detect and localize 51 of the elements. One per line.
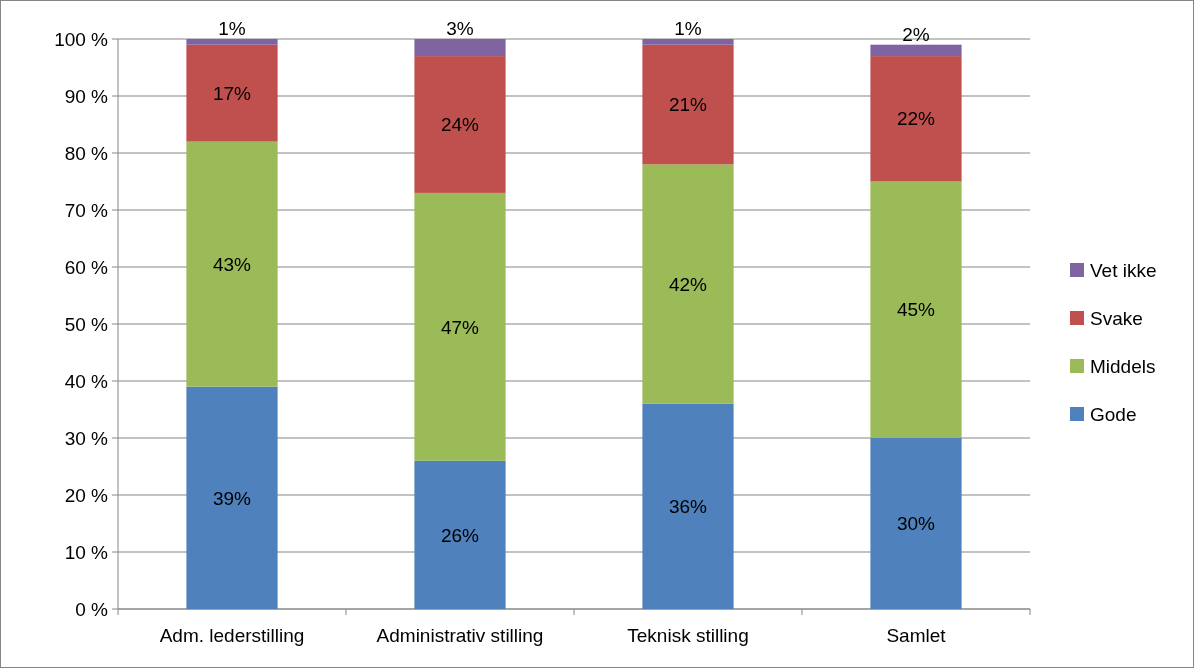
y-tick-label: 50 % <box>64 313 109 335</box>
x-tick-label: Adm. lederstilling <box>159 625 305 646</box>
data-label: 21% <box>668 94 708 116</box>
bar <box>186 386 278 609</box>
bar <box>870 56 962 182</box>
data-label: 42% <box>668 273 708 295</box>
y-tick-label: 10 % <box>64 541 109 563</box>
bar <box>642 39 734 45</box>
bar <box>870 44 962 57</box>
x-tick-label: Samlet <box>886 625 947 646</box>
bar <box>186 44 278 142</box>
legend-label: Middels <box>1090 355 1156 377</box>
bar <box>186 39 278 45</box>
data-label: 39% <box>212 487 252 509</box>
bar <box>642 403 734 609</box>
bar <box>642 164 734 404</box>
y-tick-label: 60 % <box>64 256 109 278</box>
data-label: 1% <box>674 18 702 39</box>
y-tick-label: 80 % <box>64 142 109 164</box>
bar <box>414 56 506 193</box>
legend-label: Gode <box>1090 403 1137 425</box>
bar <box>186 141 278 387</box>
bar <box>870 181 962 438</box>
y-tick-label: 30 % <box>64 427 109 449</box>
legend-label: Svake <box>1090 307 1143 329</box>
data-label: 36% <box>668 496 708 518</box>
bar <box>870 438 962 609</box>
bar <box>414 460 506 609</box>
y-tick-label: 40 % <box>64 370 109 392</box>
legend-label: Vet ikke <box>1090 259 1157 281</box>
data-label: 24% <box>440 114 480 136</box>
data-label: 30% <box>896 513 936 535</box>
data-label: 26% <box>440 524 480 546</box>
data-label: 22% <box>896 108 936 130</box>
data-label: 47% <box>440 316 480 338</box>
data-label: 43% <box>212 253 252 275</box>
y-tick-label: 90 % <box>64 85 109 107</box>
data-label: 3% <box>446 18 474 39</box>
y-tick-label: 100 % <box>54 28 109 50</box>
bar <box>414 192 506 461</box>
data-label: 45% <box>896 299 936 321</box>
y-tick-label: 0 % <box>75 598 109 620</box>
bar <box>642 44 734 165</box>
x-tick-label: Administrativ stilling <box>376 625 544 646</box>
data-label: 2% <box>902 23 930 45</box>
data-label: 17% <box>212 82 252 104</box>
data-label: 1% <box>218 18 246 39</box>
y-tick-label: 70 % <box>64 199 109 221</box>
y-tick-label: 20 % <box>64 484 109 506</box>
x-tick-label: Teknisk stilling <box>627 625 749 646</box>
bar <box>414 39 506 57</box>
